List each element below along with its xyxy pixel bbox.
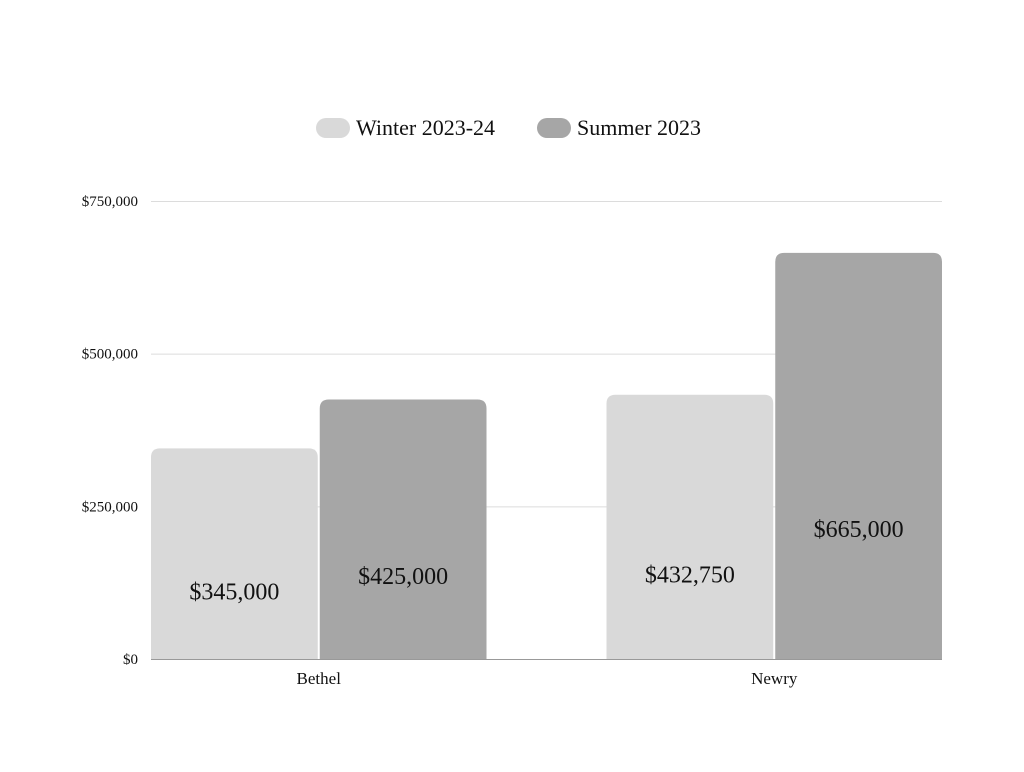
data-labels: $345,000 $425,000 $432,750 $665,000 [189,517,903,606]
legend-label: Winter 2023-24 [356,115,495,140]
y-tick-label: $0 [123,652,138,668]
data-label: $345,000 [189,580,279,606]
y-tick-label: $750,000 [82,194,138,210]
legend-swatch [537,118,571,138]
legend-swatch [316,118,350,138]
x-axis: Bethel Newry [151,659,942,688]
bar-newry-summer [775,252,942,659]
x-category-label: Bethel [297,669,342,688]
data-label: $665,000 [814,517,904,543]
x-category-label: Newry [751,669,798,688]
bar-bethel-summer [319,399,487,659]
data-label: $432,750 [645,562,735,588]
legend: Winter 2023-24 Summer 2023 [316,115,701,140]
data-label: $425,000 [358,564,448,590]
bar-newry-winter [606,394,774,659]
bar-bethel-winter [151,448,318,659]
y-tick-label: $250,000 [82,499,138,515]
y-axis: $0 $250,000 $500,000 $750,000 [82,194,138,668]
y-tick-label: $500,000 [82,347,138,363]
legend-label: Summer 2023 [577,115,701,140]
bars [151,252,942,659]
